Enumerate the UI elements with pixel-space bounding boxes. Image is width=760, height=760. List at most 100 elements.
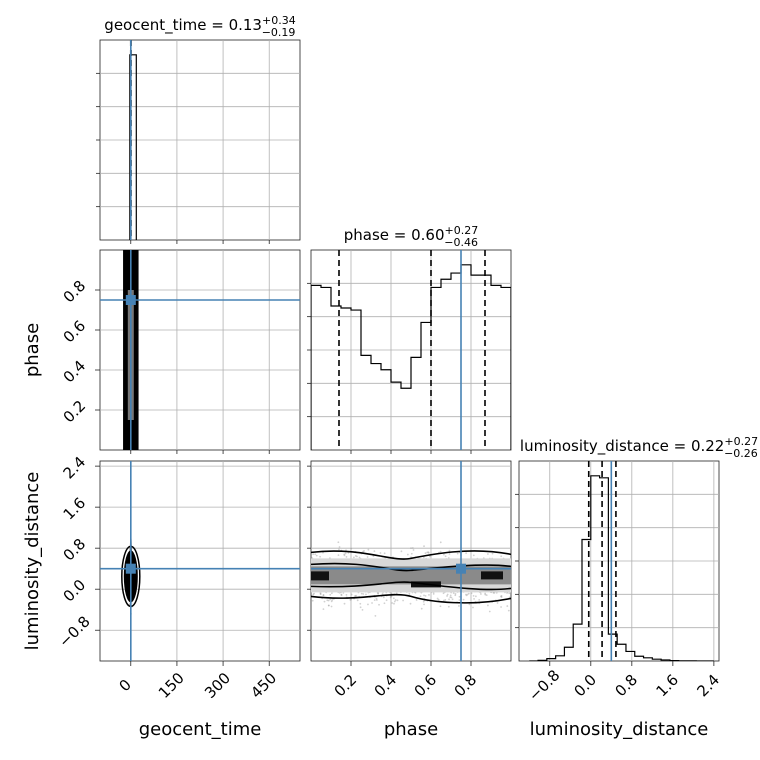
sample-point <box>361 608 364 611</box>
sample-point <box>468 603 471 606</box>
sample-point <box>322 594 325 596</box>
y-tick-label-phase: 0.8 <box>60 277 90 307</box>
sample-point <box>446 593 449 596</box>
sample-point <box>344 552 347 555</box>
y-tick-label-luminosity_distance: 1.6 <box>60 494 90 524</box>
y-tick-label-luminosity_distance: 2.4 <box>60 453 90 483</box>
sample-point <box>394 599 397 601</box>
contour-line <box>311 581 511 591</box>
sample-point <box>437 598 440 601</box>
sample-point <box>367 603 369 606</box>
sample-point <box>491 552 494 555</box>
sample-point <box>448 553 451 555</box>
sample-point <box>338 548 340 551</box>
y-tick-label-luminosity_distance: 0.0 <box>60 576 90 606</box>
sample-point <box>345 593 348 596</box>
contour-line <box>311 550 511 560</box>
panel-geocent_time-geocent_time <box>99 39 301 241</box>
sample-point <box>354 595 356 597</box>
sample-point <box>322 594 325 597</box>
sample-point <box>330 592 333 595</box>
panel-content <box>100 250 300 450</box>
sample-point <box>508 592 511 595</box>
sample-point <box>343 602 346 605</box>
sample-point <box>411 547 414 549</box>
sample-point <box>345 556 348 558</box>
sample-point <box>350 593 353 596</box>
panel-phase-phase <box>310 249 512 451</box>
sample-point <box>485 594 488 596</box>
sample-point <box>451 598 454 601</box>
y-tick-label-luminosity_distance: −0.8 <box>55 612 93 650</box>
sample-point <box>315 554 318 557</box>
sample-point <box>392 597 395 600</box>
sample-point <box>353 556 355 559</box>
panel-content <box>100 40 300 240</box>
x-tick-label-geocent_time: 450 <box>247 669 280 702</box>
sample-point <box>428 594 430 596</box>
truth-marker <box>125 563 136 574</box>
sample-point <box>340 593 343 596</box>
sample-point <box>472 606 474 609</box>
sample-point <box>311 599 314 602</box>
sample-point <box>391 602 394 604</box>
x-tick-label-luminosity_distance: 0.8 <box>611 671 641 701</box>
density-bin <box>481 571 503 580</box>
panel-title-luminosity_distance: luminosity_distance = 0.22+0.27 −0.26 <box>520 435 758 460</box>
x-tick-label-phase: 0.8 <box>451 671 481 701</box>
sample-point <box>367 548 370 551</box>
x-tick-label-phase: 0.6 <box>411 671 441 701</box>
sample-point <box>487 553 489 555</box>
sample-point <box>376 591 379 594</box>
sample-point <box>379 552 382 554</box>
title-sup: +0.27 <box>445 224 479 237</box>
sample-point <box>426 551 429 554</box>
sample-point <box>500 595 502 598</box>
sample-point <box>450 596 453 599</box>
sample-point <box>412 549 415 551</box>
sample-point <box>385 599 388 602</box>
sample-point <box>472 594 475 597</box>
sample-point <box>470 592 473 595</box>
sample-point <box>465 593 467 596</box>
title-sup: +0.27 <box>724 435 758 448</box>
sample-point <box>381 592 384 595</box>
sample-point <box>358 556 361 559</box>
sample-point <box>383 552 386 555</box>
sample-point <box>373 599 376 602</box>
sample-point <box>500 555 503 558</box>
x-axis-label-phase: phase <box>384 719 438 740</box>
sample-point <box>337 554 340 557</box>
sample-point <box>377 593 380 595</box>
histogram-luminosity_distance <box>529 475 714 661</box>
sample-point <box>329 598 332 601</box>
sample-point <box>375 597 378 600</box>
sample-point <box>312 593 315 596</box>
sample-point <box>329 593 332 596</box>
panel-title-phase: phase = 0.60+0.27 −0.46 <box>344 224 479 249</box>
sample-point <box>330 600 333 603</box>
sample-point <box>472 554 475 557</box>
sample-point <box>343 553 346 556</box>
sample-point <box>395 592 398 595</box>
sample-point <box>393 602 395 605</box>
sample-point <box>432 593 435 595</box>
x-tick-label-luminosity_distance: 2.4 <box>694 671 724 701</box>
sample-point <box>458 595 461 598</box>
x-tick-label-luminosity_distance: 1.6 <box>653 671 683 701</box>
x-tick-label-phase: 0.4 <box>371 671 401 701</box>
sample-point <box>363 550 365 552</box>
sample-point <box>486 604 489 607</box>
sample-point <box>319 555 321 558</box>
sample-point <box>366 556 369 558</box>
sample-point <box>400 550 403 553</box>
y-axis-label-phase: phase <box>22 323 43 377</box>
sample-point <box>427 552 430 554</box>
title-sup: +0.34 <box>262 14 296 27</box>
sample-point <box>390 595 393 598</box>
sample-point <box>377 591 380 594</box>
histogram-geocent_time <box>129 54 137 240</box>
x-tick-label-luminosity_distance: 0.0 <box>570 671 600 701</box>
sample-point <box>330 605 333 608</box>
